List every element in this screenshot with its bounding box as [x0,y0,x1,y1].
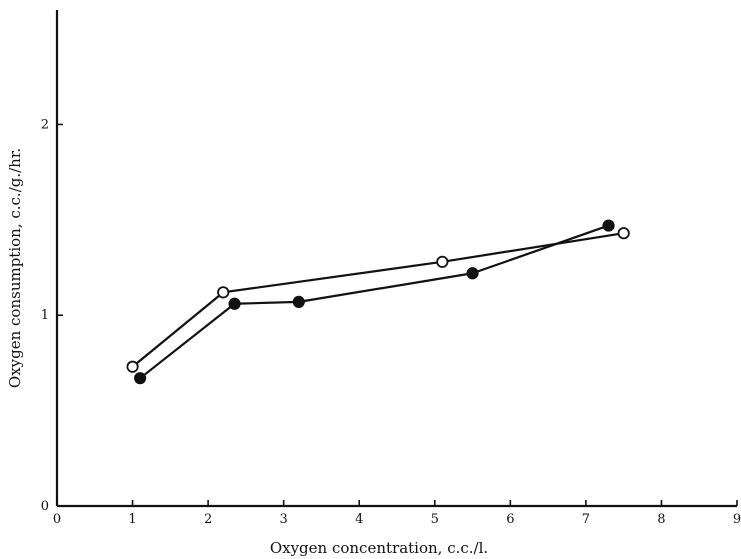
x-axis-ticks: 0 1 2 3 4 5 6 7 8 9 [53,500,741,527]
data-point-open [436,255,449,268]
x-tick-label: 4 [355,512,363,527]
x-tick-label: 6 [506,512,514,527]
data-point-open [217,286,230,299]
y-tick-label: 2 [41,117,49,132]
series-open-circle [126,227,630,373]
x-tick-label: 1 [128,512,136,527]
series-filled-circle [134,219,615,385]
y-axis-ticks: 0 1 2 [41,117,63,514]
series-layer [126,219,630,385]
data-point-filled [602,219,615,232]
x-tick-label: 5 [431,512,439,527]
series-line [131,232,624,368]
data-point-open [617,227,630,240]
data-point-filled [292,295,305,308]
x-tick-label: 8 [657,512,665,527]
x-tick-label: 7 [582,512,590,527]
x-tick-label: 0 [53,512,61,527]
axes [55,10,737,508]
data-point-filled [466,267,479,280]
x-axis-title: Oxygen concentration, c.c./l. [270,539,488,557]
y-axis-title: Oxygen consumption, c.c./g./hr. [6,148,24,388]
x-tick-label: 2 [204,512,212,527]
y-tick-label: 1 [41,308,49,323]
data-point-open [126,360,139,373]
data-point-filled [228,297,241,310]
y-tick-label: 0 [41,499,49,514]
x-tick-label: 9 [733,512,741,527]
x-tick-label: 3 [280,512,288,527]
data-point-filled [134,372,147,385]
